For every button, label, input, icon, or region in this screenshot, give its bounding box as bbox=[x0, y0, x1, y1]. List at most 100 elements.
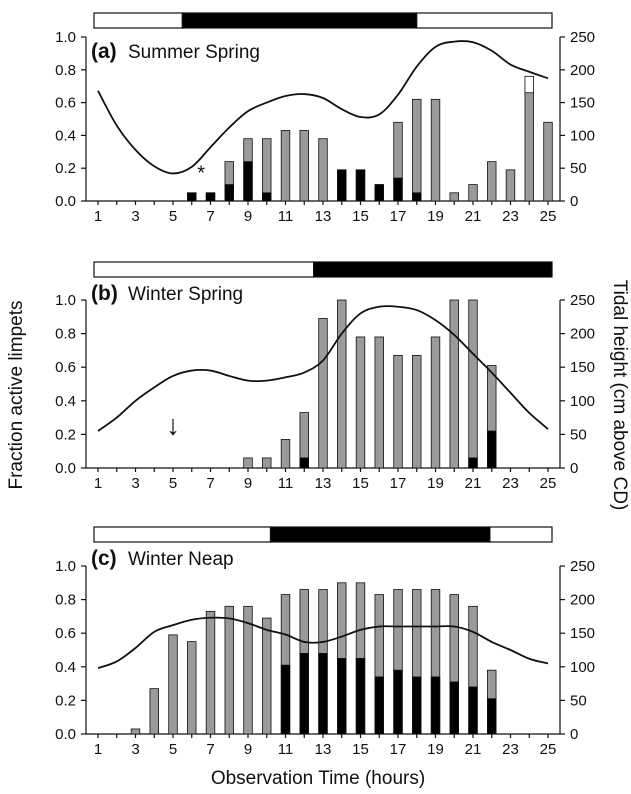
panel-title: Winter Neap bbox=[128, 549, 234, 570]
y2-tick-label: 50 bbox=[570, 426, 587, 443]
x-tick-label: 25 bbox=[540, 475, 557, 492]
y-tick-label: 0.6 bbox=[55, 359, 76, 376]
x-tick-label: 17 bbox=[390, 475, 407, 492]
light-regime-night-2 bbox=[182, 13, 416, 28]
bar-total bbox=[525, 76, 534, 201]
bar-total bbox=[450, 193, 459, 201]
bar-dark-segment bbox=[300, 653, 309, 734]
x-tick-label: 5 bbox=[169, 208, 177, 225]
y-tick-label: 1.0 bbox=[55, 29, 76, 46]
chart-panel-2: 0.00.20.40.60.81.00501001502002501 3 5 7 9 11… bbox=[55, 262, 595, 492]
panel-title: Winter Spring bbox=[128, 284, 243, 305]
bar-total bbox=[187, 642, 196, 734]
x-tick-label: 1 bbox=[94, 475, 102, 492]
bar-dark-segment bbox=[262, 193, 271, 201]
x-tick-label: 13 bbox=[315, 208, 332, 225]
x-tick-label: 3 bbox=[131, 475, 139, 492]
y2-tick-label: 100 bbox=[570, 659, 595, 676]
x-tick-label: 11 bbox=[278, 475, 294, 492]
bar-dark-segment bbox=[337, 658, 346, 734]
x-tick-label: 19 bbox=[427, 475, 444, 492]
bar-total bbox=[262, 458, 271, 468]
bar-dark-segment bbox=[356, 658, 365, 734]
panel-letter: (a) bbox=[91, 40, 117, 63]
bar-dark-segment bbox=[412, 193, 421, 201]
y2-tick-label: 250 bbox=[570, 558, 595, 575]
x-tick-label: 17 bbox=[390, 208, 407, 225]
y-tick-label: 0.2 bbox=[55, 692, 76, 709]
y-tick-label: 0.0 bbox=[55, 193, 76, 210]
y2-tick-label: 200 bbox=[570, 326, 595, 343]
bar-total bbox=[337, 300, 346, 468]
y-tick-label: 0.8 bbox=[55, 326, 76, 343]
bar-dark-segment bbox=[469, 687, 478, 734]
bar-total bbox=[469, 185, 478, 201]
x-tick-label: 17 bbox=[390, 741, 407, 758]
bar-total bbox=[262, 618, 271, 734]
x-tick-label: 9 bbox=[244, 208, 252, 225]
y2-tick-label: 150 bbox=[570, 625, 595, 642]
bar-total bbox=[506, 170, 515, 201]
x-tick-label: 3 bbox=[131, 741, 139, 758]
x-tick-label: 7 bbox=[206, 741, 214, 758]
y2-tick-label: 50 bbox=[570, 692, 587, 709]
y-tick-label: 0.4 bbox=[55, 659, 76, 676]
y2-tick-label: 0 bbox=[570, 726, 578, 743]
light-regime-day-1 bbox=[94, 13, 182, 28]
bar-total bbox=[319, 139, 328, 201]
bar-total bbox=[206, 611, 215, 734]
x-tick-label: 15 bbox=[352, 475, 369, 492]
bar-total bbox=[412, 355, 421, 468]
bar-dark-segment bbox=[281, 665, 290, 734]
bar-total bbox=[412, 99, 421, 201]
x-tick-label: 5 bbox=[169, 475, 177, 492]
y-tick-label: 0.6 bbox=[55, 625, 76, 642]
x-tick-label: 19 bbox=[427, 741, 444, 758]
x-tick-label: 21 bbox=[465, 208, 482, 225]
bar-dark-segment bbox=[412, 677, 421, 734]
bar-dark-segment bbox=[206, 193, 215, 201]
y-tick-label: 0.0 bbox=[55, 460, 76, 477]
bar-dark-segment bbox=[487, 699, 496, 734]
bar-dark-segment bbox=[337, 170, 346, 201]
bar-dark-segment bbox=[187, 193, 196, 201]
bar-dark-segment bbox=[300, 458, 309, 468]
bar-total bbox=[431, 99, 440, 201]
x-tick-label: 9 bbox=[244, 741, 252, 758]
x-tick-label: 11 bbox=[278, 741, 294, 758]
bar-dark-segment bbox=[431, 677, 440, 734]
bar-dark-segment bbox=[244, 162, 253, 201]
x-tick-label: 23 bbox=[502, 208, 519, 225]
y-tick-label: 0.2 bbox=[55, 426, 76, 443]
x-tick-label: 25 bbox=[540, 208, 557, 225]
x-axis-title: Observation Time (hours) bbox=[211, 768, 425, 789]
y-tick-label: 0.6 bbox=[55, 95, 76, 112]
bar-total bbox=[375, 337, 384, 468]
x-tick-label: 13 bbox=[315, 741, 332, 758]
y2-tick-label: 150 bbox=[570, 95, 595, 112]
y-tick-label: 0.4 bbox=[55, 393, 76, 410]
bar-dark-segment bbox=[375, 185, 384, 201]
x-tick-label: 3 bbox=[131, 208, 139, 225]
bar-total bbox=[281, 439, 290, 468]
bar-total bbox=[394, 355, 403, 468]
x-tick-label: 25 bbox=[540, 741, 557, 758]
bar-dark-segment bbox=[375, 677, 384, 734]
bar-dark-segment bbox=[394, 178, 403, 201]
bar-dark-segment bbox=[394, 670, 403, 734]
y2-tick-label: 250 bbox=[570, 292, 595, 309]
y-tick-label: 0.0 bbox=[55, 726, 76, 743]
x-tick-label: 5 bbox=[169, 741, 177, 758]
panel-letter: (b) bbox=[91, 282, 118, 305]
bar-dark-segment bbox=[450, 682, 459, 734]
bar-total bbox=[150, 689, 159, 734]
bar-dark-segment bbox=[487, 431, 496, 468]
x-tick-label: 13 bbox=[315, 475, 332, 492]
bar-total bbox=[319, 318, 328, 468]
bar-total bbox=[169, 635, 178, 734]
x-tick-label: 9 bbox=[244, 475, 252, 492]
light-regime-day-3 bbox=[490, 527, 552, 542]
x-tick-label: 21 bbox=[465, 475, 482, 492]
x-tick-label: 21 bbox=[465, 741, 482, 758]
